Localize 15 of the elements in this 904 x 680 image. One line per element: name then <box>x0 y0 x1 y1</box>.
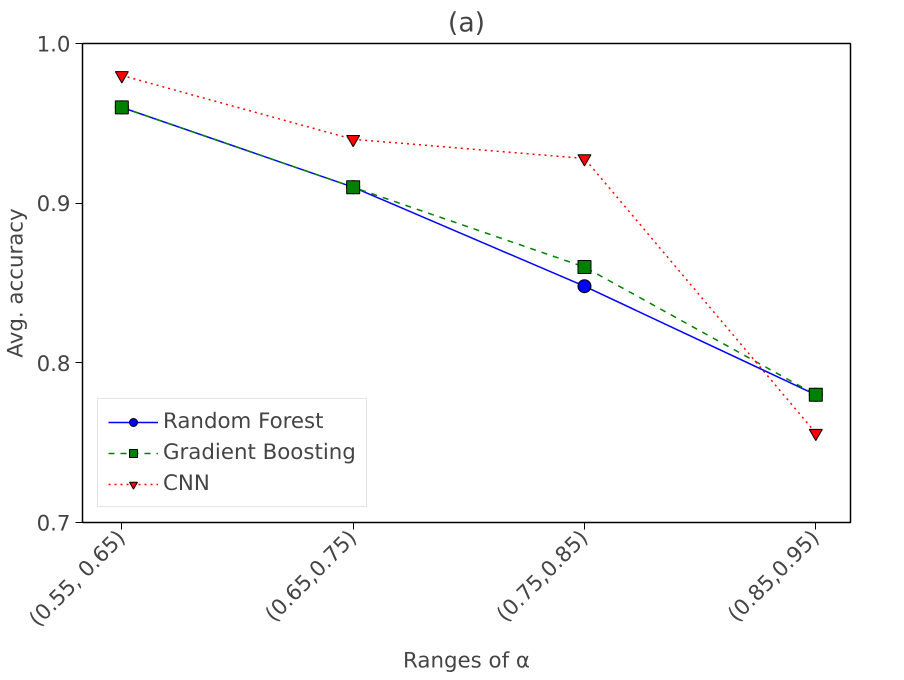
y-axis-title: Avg. accuracy <box>4 208 29 358</box>
chart-title: (a) <box>448 8 486 38</box>
legend-label: Gradient Boosting <box>163 440 356 465</box>
point <box>577 154 592 166</box>
legend-label: Random Forest <box>163 409 324 434</box>
point <box>577 260 592 274</box>
y-tick-label: 1.0 <box>36 32 71 58</box>
point <box>346 135 360 148</box>
legend-label: CNN <box>163 471 210 496</box>
point <box>577 279 592 294</box>
y-tick-label: 0.9 <box>36 192 71 218</box>
point <box>114 71 129 84</box>
x-axis-title: Ranges of α <box>403 648 530 674</box>
y-tick-label: 0.7 <box>36 512 71 536</box>
y-tick-label: 0.8 <box>36 352 71 377</box>
